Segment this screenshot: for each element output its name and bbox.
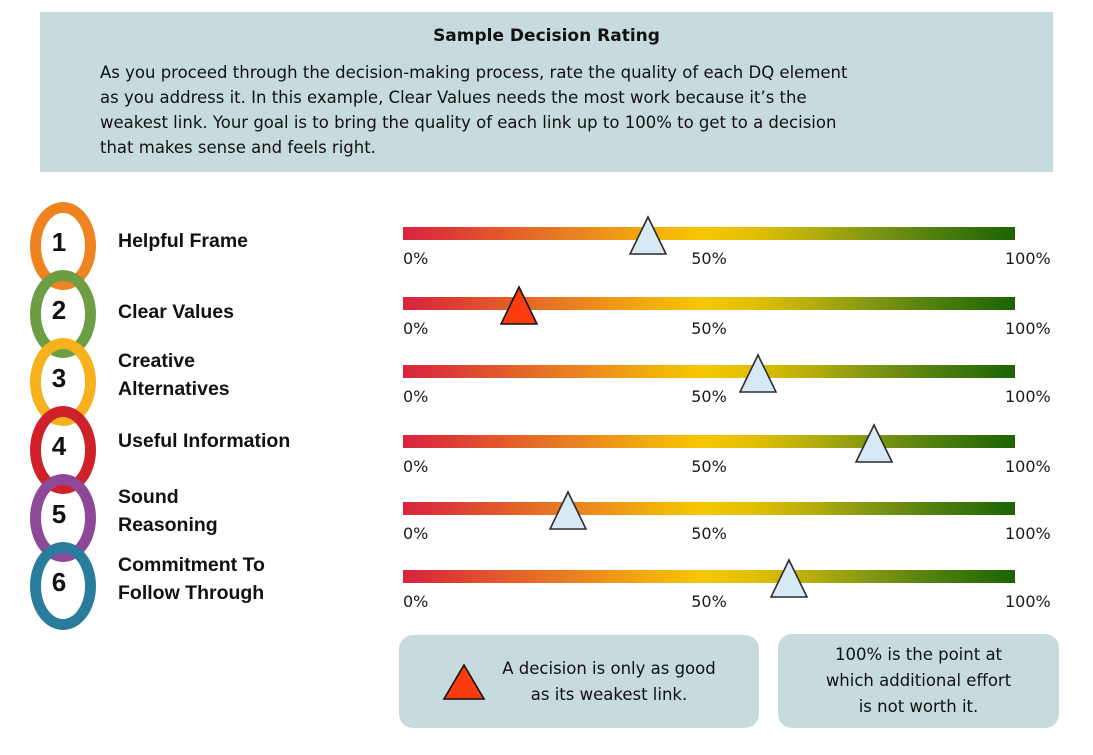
- page-title: Sample Decision Rating: [433, 26, 660, 46]
- tick-50-label: 50%: [691, 592, 727, 611]
- rating-scales: 0% 50% 100% 0% 50% 100% 0% 50% 100% 0% 5…: [403, 0, 1063, 700]
- tick-50-label: 50%: [691, 387, 727, 406]
- effort-note: 100% is the point at which additional ef…: [825, 645, 1012, 716]
- tick-0-label: 0%: [403, 249, 429, 268]
- rating-track-2[interactable]: [403, 297, 1015, 310]
- element-label-creative-alternatives: Creative Alternatives: [118, 350, 230, 400]
- weakest-link-note: A decision is only as good as its weakes…: [502, 658, 716, 704]
- rating-track-4[interactable]: [403, 435, 1015, 448]
- rating-row-creative-alternatives: 0% 50% 100%: [403, 353, 1051, 410]
- tick-50-label: 50%: [691, 249, 727, 268]
- element-label-useful-information: Useful Information: [118, 430, 291, 452]
- ring-number-5: 5: [51, 499, 67, 529]
- rating-track-5[interactable]: [403, 502, 1015, 515]
- chain-ring-6: [30, 542, 96, 630]
- rating-row-useful-information: 0% 50% 100%: [403, 423, 1051, 480]
- tick-0-label: 0%: [403, 457, 429, 476]
- ring-number-1: 1: [51, 227, 67, 257]
- rating-row-helpful-frame: 0% 50% 100%: [403, 215, 1051, 272]
- tick-100-label: 100%: [1005, 249, 1051, 268]
- rating-track-1[interactable]: [403, 227, 1015, 240]
- element-label-clear-values: Clear Values: [118, 301, 234, 323]
- rating-track-6[interactable]: [403, 570, 1015, 583]
- decision-chain: 1 2 3 4 5 6: [30, 202, 96, 636]
- ring-number-3: 3: [51, 363, 67, 393]
- tick-100-label: 100%: [1005, 524, 1051, 543]
- rating-marker-4[interactable]: [855, 423, 894, 464]
- tick-100-label: 100%: [1005, 457, 1051, 476]
- rating-marker-3[interactable]: [738, 353, 777, 394]
- header-panel: Sample Decision Rating As you proceed th…: [40, 12, 1053, 172]
- ring-number-4: 4: [51, 431, 67, 461]
- legend-effort-box: 100% is the point at which additional ef…: [778, 634, 1059, 728]
- header-description: As you proceed through the decision-maki…: [100, 63, 848, 157]
- tick-50-label: 50%: [691, 524, 727, 543]
- element-label-sound-reasoning: Sound Reasoning: [118, 486, 218, 536]
- tick-0-label: 0%: [403, 319, 429, 338]
- rating-marker-2[interactable]: [500, 285, 539, 326]
- tick-50-label: 50%: [691, 457, 727, 476]
- element-label-helpful-frame: Helpful Frame: [118, 230, 249, 252]
- rating-marker-6[interactable]: [769, 558, 808, 599]
- ring-number-6: 6: [51, 567, 67, 597]
- rating-row-clear-values: 0% 50% 100%: [403, 285, 1051, 342]
- ring-number-2: 2: [51, 295, 67, 325]
- tick-50-label: 50%: [691, 319, 727, 338]
- rating-row-sound-reasoning: 0% 50% 100%: [403, 490, 1051, 547]
- tick-100-label: 100%: [1005, 592, 1051, 611]
- rating-marker-1[interactable]: [628, 215, 667, 256]
- rating-row-commitment: 0% 50% 100%: [403, 558, 1051, 615]
- tick-0-label: 0%: [403, 387, 429, 406]
- weakest-link-triangle-icon: [442, 662, 486, 700]
- element-label-commitment: Commitment To Follow Through: [118, 554, 265, 604]
- tick-0-label: 0%: [403, 592, 429, 611]
- tick-100-label: 100%: [1005, 319, 1051, 338]
- tick-100-label: 100%: [1005, 387, 1051, 406]
- rating-track-3[interactable]: [403, 365, 1015, 378]
- tick-0-label: 0%: [403, 524, 429, 543]
- legend-weakest-link-box: A decision is only as good as its weakes…: [399, 635, 759, 728]
- rating-marker-5[interactable]: [549, 490, 588, 531]
